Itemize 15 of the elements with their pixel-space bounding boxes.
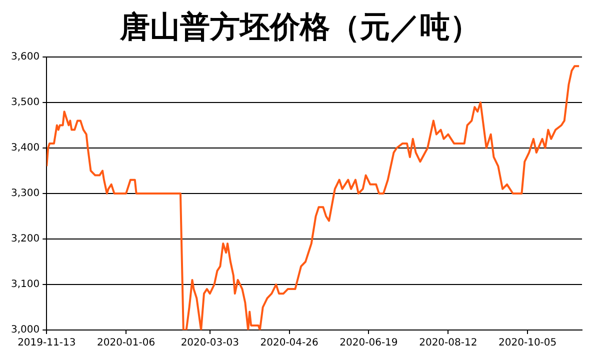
x-tick-label: 2020-08-12 xyxy=(419,338,478,349)
y-tick-label: 3,400 xyxy=(10,142,40,154)
y-tick-label: 3,200 xyxy=(10,234,40,245)
y-tick-label: 3,000 xyxy=(10,324,40,336)
y-tick-label: 3,600 xyxy=(10,52,40,63)
x-tick-label: 2020-04-26 xyxy=(260,338,318,349)
y-tick-label: 3,500 xyxy=(10,97,40,108)
x-tick-label: 2020-06-19 xyxy=(340,338,398,349)
chart-title: 唐山普方坯价格（元／吨） xyxy=(118,9,481,47)
x-tick-label: 2020-01-06 xyxy=(96,338,156,349)
y-tick-label: 3,300 xyxy=(10,188,40,200)
x-tick-label: 2020-10-05 xyxy=(498,338,557,349)
x-tick-label: 2019-11-13 xyxy=(18,338,76,349)
x-tick-label: 2020-03-03 xyxy=(180,338,239,349)
y-tick-label: 3,100 xyxy=(10,279,40,290)
